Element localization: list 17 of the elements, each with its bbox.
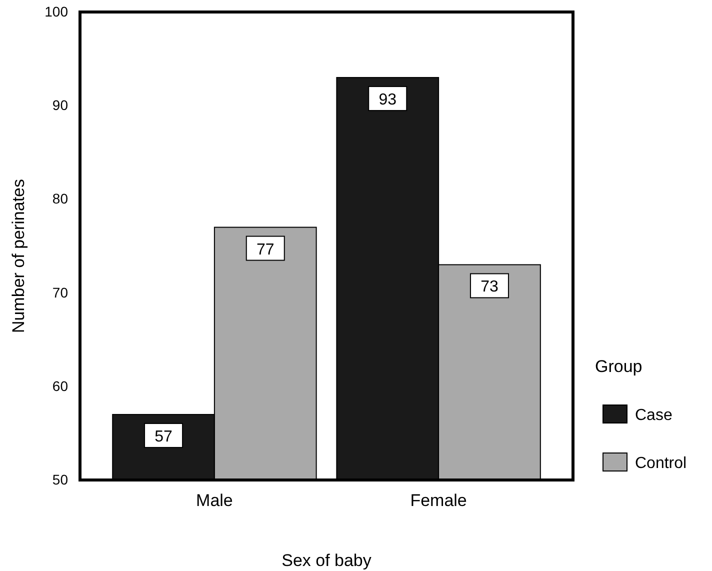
y-tick-label: 60 xyxy=(52,378,68,394)
x-tick-label: Male xyxy=(196,491,233,510)
legend-label: Control xyxy=(635,455,687,472)
x-axis-title: Sex of baby xyxy=(282,551,372,570)
y-tick-label: 90 xyxy=(52,97,68,114)
y-tick-label: 100 xyxy=(44,3,68,20)
legend-label: Case xyxy=(635,407,672,424)
y-tick-label: 50 xyxy=(52,471,68,488)
y-axis-title: Number of perinates xyxy=(9,178,28,334)
x-tick-label: Female xyxy=(410,491,467,510)
data-label: 93 xyxy=(378,92,397,109)
data-label: 73 xyxy=(480,278,498,296)
data-label: 57 xyxy=(154,428,173,446)
data-label: 77 xyxy=(256,241,274,258)
y-tick-label: 70 xyxy=(52,284,68,300)
y-tick-label: 80 xyxy=(52,190,68,207)
legend-title: Group xyxy=(595,357,642,376)
